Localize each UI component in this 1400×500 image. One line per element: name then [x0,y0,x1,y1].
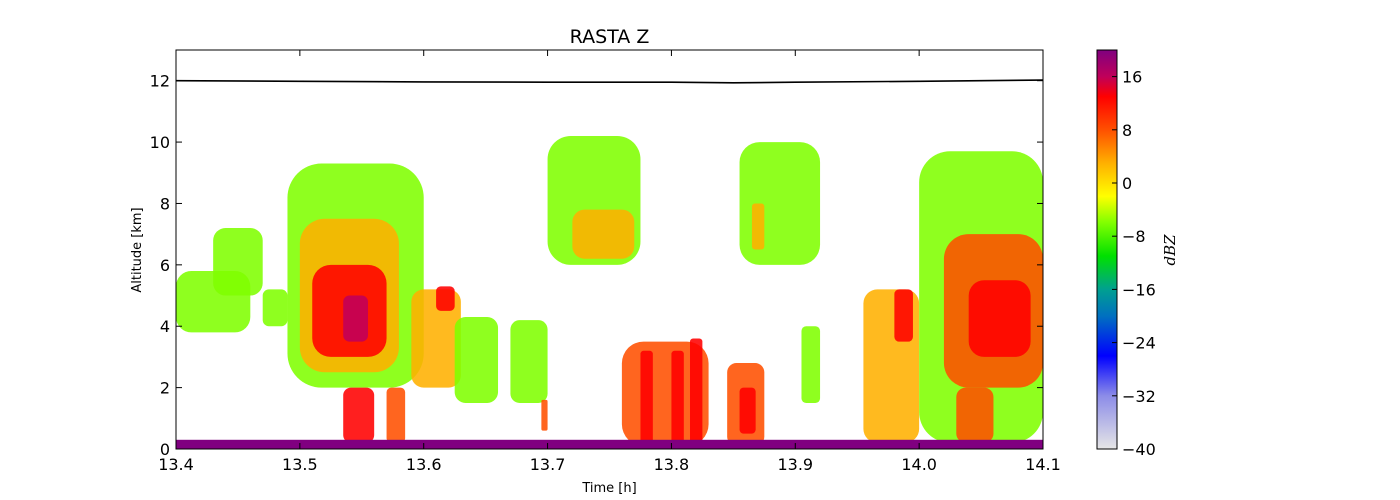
echo-region [640,350,653,443]
echo-region [436,286,455,311]
colorbar-tick-label: 16 [1122,68,1142,87]
y-tick-label: 6 [160,256,170,275]
y-tick-label: 2 [160,379,170,398]
x-axis-ticks: 13.4 13.5 13.6 13.7 13.8 13.9 14.0 14.1 [158,50,1061,474]
echo-region [739,387,756,434]
chart-title: RASTA Z [570,26,650,48]
y-tick-label: 0 [160,440,170,459]
x-axis-label: Time [h] [581,481,636,496]
echo-region [510,320,548,403]
colorbar-ticks: −40 −32 −24 −16 −8 0 8 16 [1112,68,1156,459]
colorbar-frame [1096,49,1118,450]
x-tick-label: 13.7 [530,455,566,474]
colorbar-tick-label: −8 [1122,227,1146,246]
echo-region [411,289,461,388]
plot-frame [175,49,1044,450]
y-tick-label: 12 [150,72,170,91]
colorbar-tick-label: 0 [1122,174,1132,193]
echo-region [262,289,288,327]
colorbar-label: dBZ [1161,234,1179,266]
echo-region [894,289,913,342]
echo-region [968,280,1031,357]
colorbar-tick-label: −32 [1122,387,1156,406]
echo-region [454,317,499,403]
echo-region [671,350,684,443]
y-tick-label: 8 [160,194,170,213]
y-axis-ticks: 0 2 4 6 8 10 12 [150,72,1043,459]
echo-region [343,295,368,342]
x-tick-label: 13.8 [654,455,690,474]
y-tick-label: 4 [160,317,170,336]
colorbar-tick-label: −16 [1122,280,1156,299]
surface-echo-band [176,439,1043,449]
colorbar [1097,50,1117,449]
colorbar-tick-label: 8 [1122,121,1132,140]
echo-region [751,203,765,250]
x-tick-label: 13.6 [406,455,442,474]
echo-region [690,338,703,443]
x-tick-label: 14.0 [901,455,937,474]
colorbar-tick-label: −24 [1122,334,1156,353]
reflectivity-echoes [176,135,1043,446]
echo-region [213,228,263,296]
echo-region [801,326,821,403]
y-axis-label: Altitude [km] [130,207,145,292]
x-tick-label: 13.9 [777,455,813,474]
echo-region [572,209,635,259]
x-tick-label: 14.1 [1025,455,1061,474]
echo-region [343,387,375,443]
surface-echo [176,439,1043,449]
aircraft-altitude-line [176,79,1043,84]
echo-region [956,387,994,443]
colorbar-tick-label: −40 [1122,440,1156,459]
echo-region [386,387,406,443]
echo-region [739,142,821,265]
x-tick-label: 13.5 [282,455,318,474]
y-tick-label: 10 [150,133,170,152]
echo-region [541,399,548,431]
x-tick-label: 13.4 [158,455,194,474]
